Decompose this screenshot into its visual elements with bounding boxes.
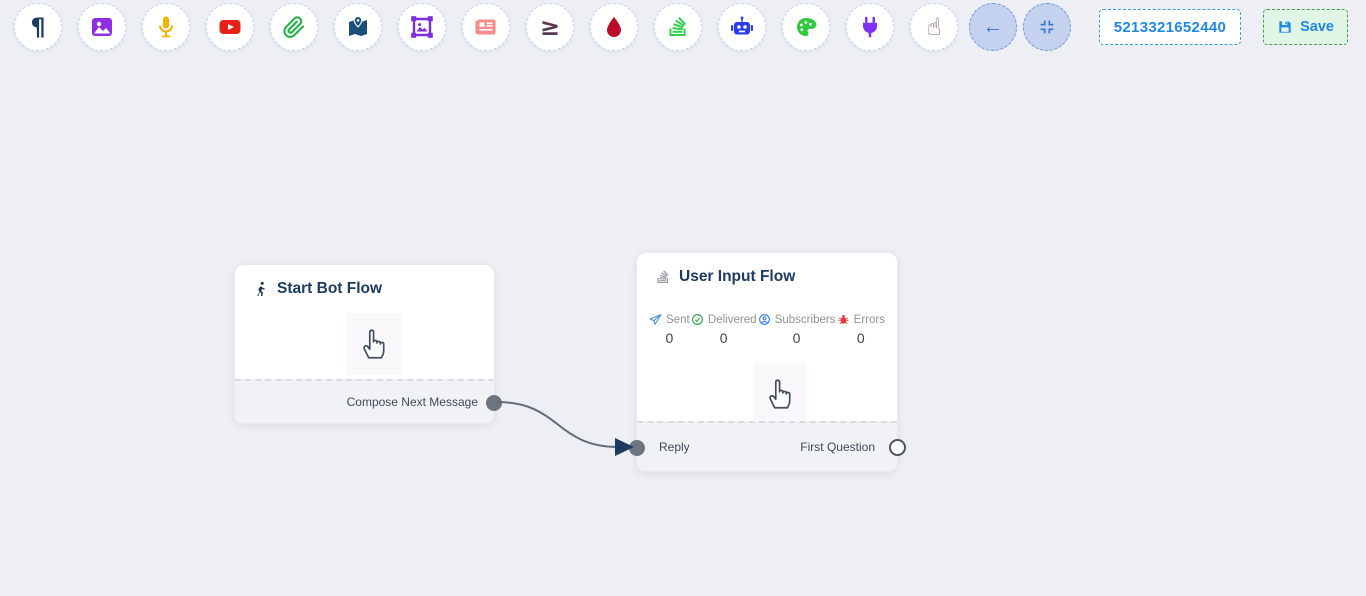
input-port-reply[interactable]	[629, 440, 645, 456]
node-user-stats: Sent 0 Delivered 0 Subscribers 0 Errors 0	[637, 313, 897, 346]
stat-label: Sent	[666, 313, 690, 326]
header-controls: ← 5213321652440 Save	[968, 3, 1348, 51]
stat-value: 0	[665, 330, 674, 346]
toolbar-media-button[interactable]	[398, 3, 446, 51]
toolbar-plugin-button[interactable]	[846, 3, 894, 51]
flow-id-field[interactable]: 5213321652440	[1098, 9, 1242, 45]
greater-equal-icon: ≥	[539, 13, 561, 41]
save-floppy-icon	[1277, 19, 1293, 35]
stat-errors: Errors 0	[837, 313, 885, 346]
compress-icon	[1038, 18, 1056, 36]
hand-cursor-icon	[347, 313, 401, 375]
stat-value: 0	[856, 330, 865, 346]
toolbar-image-button[interactable]	[78, 3, 126, 51]
save-button-label: Save	[1300, 19, 1334, 35]
image-icon	[90, 15, 114, 39]
toolbar-theme-button[interactable]	[782, 3, 830, 51]
user-input-flow-icon	[655, 269, 671, 285]
node-user-input-flow[interactable]: User Input Flow Sent 0 Delivered 0 Subscribe…	[629, 252, 906, 472]
hand-cursor-icon	[753, 363, 807, 425]
robot-icon	[730, 15, 754, 39]
toolbar-bot-button[interactable]	[718, 3, 766, 51]
fit-view-button[interactable]	[1022, 3, 1071, 51]
node-start-header: Start Bot Flow	[235, 265, 494, 298]
node-user-header: User Input Flow	[637, 253, 897, 286]
toolbar-attachment-button[interactable]	[270, 3, 318, 51]
output-first-question-label: First Question	[800, 440, 875, 454]
stat-label: Errors	[853, 313, 885, 326]
map-icon	[346, 15, 370, 39]
check-circle-icon	[691, 313, 704, 326]
back-button[interactable]: ←	[968, 3, 1017, 51]
framed-image-icon	[410, 15, 434, 39]
toolbar: ¶ ≥ ☝	[14, 3, 958, 51]
toolbar-generic-template-button[interactable]	[462, 3, 510, 51]
toolbar-gesture-button[interactable]: ☝	[910, 3, 958, 51]
newspaper-icon	[474, 15, 498, 39]
youtube-icon	[218, 15, 242, 39]
output-port-first-question[interactable]	[889, 439, 906, 456]
node-start-bot-flow[interactable]: Start Bot Flow Compose Next Message	[234, 264, 502, 424]
toolbar-user-input-button[interactable]	[654, 3, 702, 51]
toolbar-audio-button[interactable]	[142, 3, 190, 51]
paperclip-icon	[282, 15, 306, 39]
subscriber-icon	[758, 313, 771, 326]
toolbar-condition-button[interactable]: ≥	[526, 3, 574, 51]
stat-value: 0	[719, 330, 728, 346]
stat-sent: Sent 0	[649, 313, 690, 346]
plug-icon	[858, 15, 882, 39]
node-user-footer: Reply First Question	[637, 421, 897, 471]
droplet-icon	[602, 15, 626, 39]
output-compose-next-message-label: Compose Next Message	[346, 395, 478, 409]
node-start-title: Start Bot Flow	[277, 280, 383, 297]
stat-value: 0	[792, 330, 801, 346]
toolbar-drip-button[interactable]	[590, 3, 638, 51]
running-person-icon	[257, 281, 265, 296]
input-reply-label: Reply	[659, 440, 690, 454]
paragraph-icon: ¶	[30, 13, 46, 41]
toolbar-video-button[interactable]	[206, 3, 254, 51]
send-icon	[649, 313, 662, 326]
output-port-compose-next-message[interactable]	[486, 395, 502, 411]
save-button[interactable]: Save	[1263, 9, 1348, 45]
node-user-title: User Input Flow	[679, 268, 796, 285]
stat-label: Delivered	[707, 313, 757, 326]
toolbar-text-button[interactable]: ¶	[14, 3, 62, 51]
stat-delivered: Delivered 0	[691, 313, 757, 346]
node-start-footer: Compose Next Message	[235, 379, 494, 423]
microphone-icon	[154, 15, 178, 39]
stat-subscribers: Subscribers 0	[758, 313, 836, 346]
palette-icon	[794, 15, 818, 39]
stat-label: Subscribers	[774, 313, 836, 326]
back-arrow-icon: ←	[982, 15, 1004, 38]
stack-icon	[666, 15, 690, 39]
hand-icon: ☝	[926, 13, 942, 41]
edge-compose-to-reply	[496, 401, 619, 448]
bug-icon	[837, 313, 850, 326]
toolbar-location-button[interactable]	[334, 3, 382, 51]
